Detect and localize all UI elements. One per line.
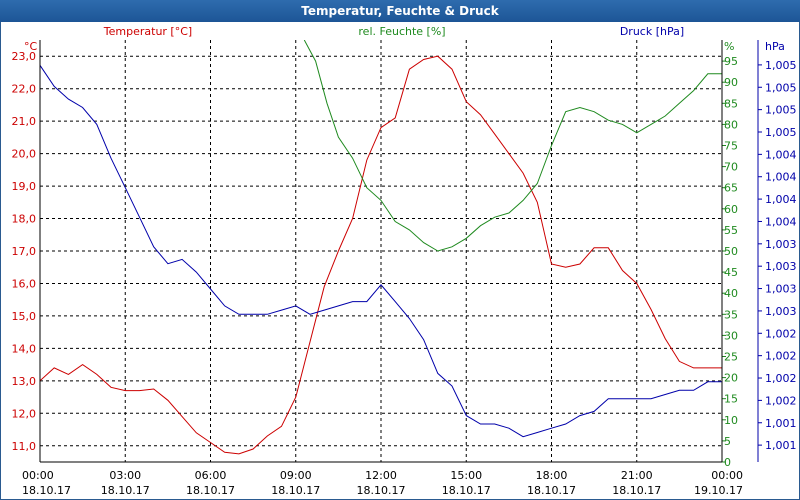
humidity-tick-label: 0 [724, 456, 731, 469]
humidity-tick-label: 5 [724, 435, 731, 448]
x-tick-label-date: 18.10.17 [612, 484, 661, 497]
x-tick-label-time: 21:00 [621, 469, 653, 482]
x-tick-label-time: 06:00 [195, 469, 227, 482]
humidity-tick-label: 20 [724, 372, 738, 385]
temperature-unit: °C [24, 40, 38, 53]
temperature-tick-label: 23,0 [12, 50, 37, 63]
series-line-humidity [303, 40, 722, 252]
x-tick-label-date: 19.10.17 [694, 484, 743, 497]
series-line-pressure [40, 65, 722, 438]
humidity-tick-label: 65 [724, 182, 738, 195]
x-tick-label-date: 18.10.17 [22, 484, 71, 497]
x-tick-label-date: 18.10.17 [271, 484, 320, 497]
grid [40, 40, 722, 462]
humidity-unit: % [724, 40, 734, 53]
series-lines [40, 40, 722, 455]
x-tick-label-date: 18.10.17 [527, 484, 576, 497]
temperature-tick-label: 17,0 [12, 245, 37, 258]
x-tick-label-time: 15:00 [450, 469, 482, 482]
pressure-tick-label: 1,003 [765, 305, 797, 318]
pressure-tick-label: 1,004 [765, 193, 797, 206]
temperature-tick-label: 13,0 [12, 375, 37, 388]
pressure-tick-label: 1,005 [765, 104, 797, 117]
pressure-tick-label: 1,003 [765, 238, 797, 251]
humidity-tick-label: 15 [724, 393, 738, 406]
pressure-tick-label: 1,002 [765, 372, 797, 385]
axes [39, 40, 762, 463]
pressure-tick-label: 1,001 [765, 439, 797, 452]
humidity-tick-label: 25 [724, 351, 738, 364]
temperature-axis-title: Temperatur [°C] [103, 25, 192, 38]
pressure-tick-label: 1,005 [765, 81, 797, 94]
humidity-tick-label: 50 [724, 245, 738, 258]
pressure-tick-label: 1,005 [765, 126, 797, 139]
x-tick-label-time: 09:00 [280, 469, 312, 482]
x-tick-label-date: 18.10.17 [101, 484, 150, 497]
x-tick-label-time: 00:00 [22, 469, 54, 482]
humidity-tick-label: 10 [724, 414, 738, 427]
x-tick-label-time: 12:00 [365, 469, 397, 482]
pressure-tick-label: 1,002 [765, 394, 797, 407]
pressure-tick-label: 1,005 [765, 59, 797, 72]
pressure-tick-label: 1,002 [765, 350, 797, 363]
temperature-tick-label: 12,0 [12, 407, 37, 420]
x-tick-label-time: 03:00 [109, 469, 141, 482]
temperature-tick-label: 15,0 [12, 310, 37, 323]
humidity-tick-label: 35 [724, 308, 738, 321]
humidity-tick-label: 80 [724, 118, 738, 131]
humidity-tick-label: 75 [724, 140, 738, 153]
pressure-tick-label: 1,002 [765, 327, 797, 340]
series-line-temperature [40, 55, 722, 455]
x-tick-label-time: 00:00 [711, 469, 743, 482]
pressure-tick-label: 1,004 [765, 148, 797, 161]
humidity-tick-label: 95 [724, 55, 738, 68]
pressure-unit: hPa [765, 40, 785, 53]
temperature-tick-label: 21,0 [12, 115, 37, 128]
axis-labels: 00:00 18.10.17 03:00 18.10.17 06:00 18.10.17 0… [12, 25, 797, 497]
humidity-tick-label: 45 [724, 266, 738, 279]
temperature-tick-label: 20,0 [12, 148, 37, 161]
x-tick-label-date: 18.10.17 [186, 484, 235, 497]
temperature-tick-label: 16,0 [12, 277, 37, 290]
humidity-axis-title: rel. Feuchte [%] [358, 25, 445, 38]
humidity-tick-label: 60 [724, 203, 738, 216]
pressure-axis-title: Druck [hPa] [620, 25, 684, 38]
pressure-tick-label: 1,001 [765, 417, 797, 430]
humidity-tick-label: 40 [724, 287, 738, 300]
humidity-tick-label: 30 [724, 329, 738, 342]
temperature-tick-label: 19,0 [12, 180, 37, 193]
x-tick-label-time: 18:00 [536, 469, 568, 482]
pressure-tick-label: 1,004 [765, 215, 797, 228]
chart-title: Temperatur, Feuchte & Druck [0, 0, 800, 22]
x-tick-label-date: 18.10.17 [442, 484, 491, 497]
humidity-tick-label: 85 [724, 97, 738, 110]
pressure-tick-label: 1,003 [765, 260, 797, 273]
humidity-tick-label: 70 [724, 161, 738, 174]
x-tick-label-date: 18.10.17 [357, 484, 406, 497]
pressure-tick-label: 1,004 [765, 171, 797, 184]
pressure-tick-label: 1,003 [765, 283, 797, 296]
temperature-tick-label: 22,0 [12, 83, 37, 96]
temperature-tick-label: 11,0 [12, 440, 37, 453]
humidity-tick-label: 90 [724, 76, 738, 89]
humidity-tick-label: 55 [724, 224, 738, 237]
temperature-tick-label: 14,0 [12, 342, 37, 355]
temperature-tick-label: 18,0 [12, 213, 37, 226]
